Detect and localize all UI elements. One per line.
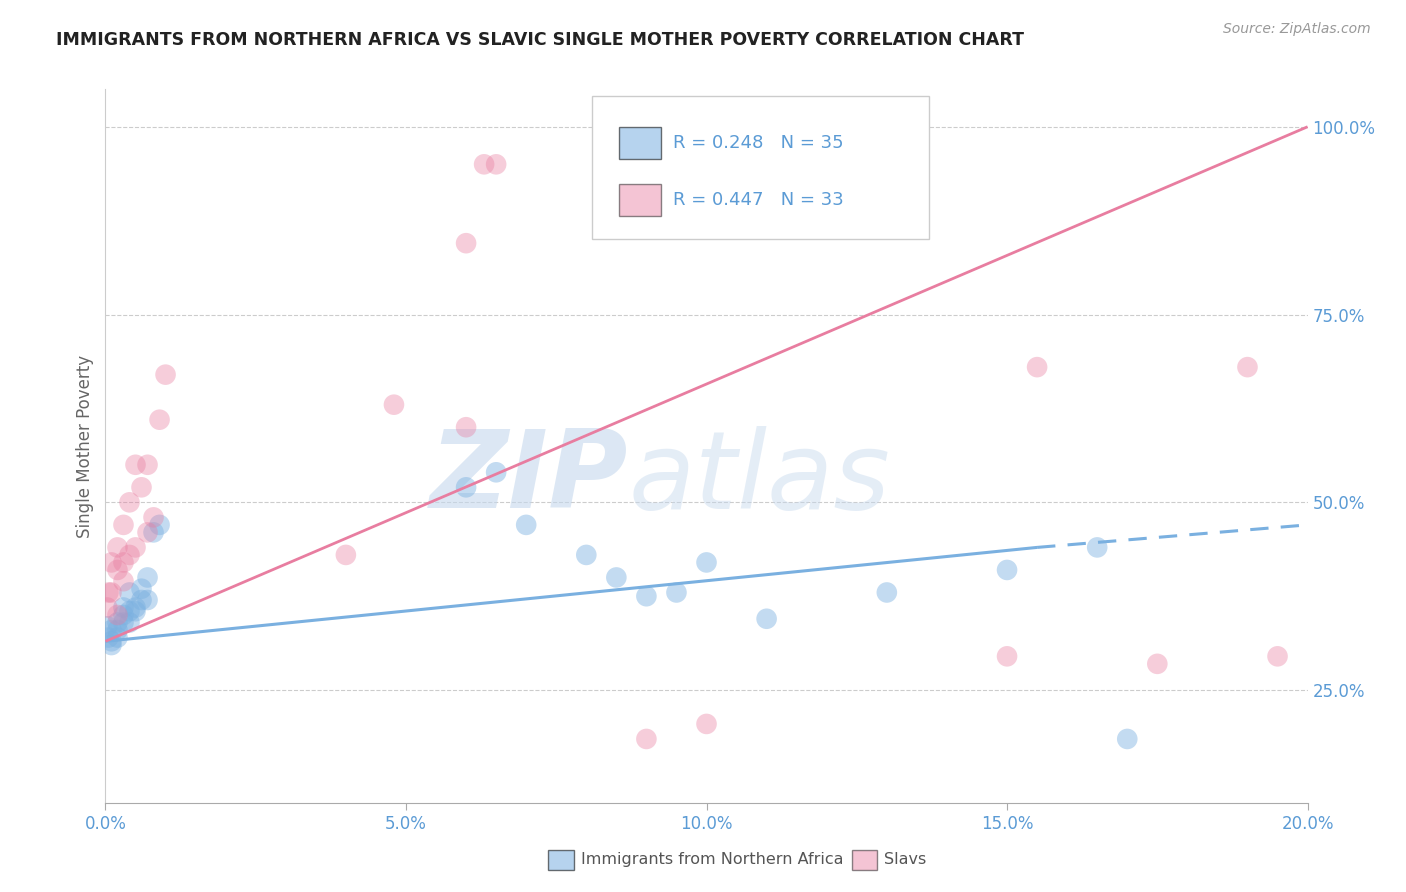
Point [636, 589, 658, 603]
Point [485, 157, 508, 171]
Point [100, 556, 122, 570]
Point [118, 585, 141, 599]
Point [124, 600, 146, 615]
Point [118, 548, 141, 562]
Text: R = 0.248   N = 35: R = 0.248 N = 35 [673, 134, 844, 152]
Point [100, 638, 122, 652]
Point [755, 612, 778, 626]
Point [1146, 657, 1168, 671]
Point [107, 607, 129, 622]
Point [335, 548, 357, 562]
Point [112, 517, 135, 532]
Point [1085, 541, 1108, 555]
Point [136, 570, 159, 584]
Point [575, 548, 598, 562]
Point [112, 600, 135, 615]
Point [696, 717, 718, 731]
Point [1267, 649, 1289, 664]
Point [136, 525, 159, 540]
Point [107, 541, 129, 555]
Point [118, 615, 141, 630]
Text: IMMIGRANTS FROM NORTHERN AFRICA VS SLAVIC SINGLE MOTHER POVERTY CORRELATION CHAR: IMMIGRANTS FROM NORTHERN AFRICA VS SLAVI… [56, 31, 1024, 49]
FancyBboxPatch shape [619, 127, 661, 159]
Point [454, 420, 477, 434]
Point [131, 480, 153, 494]
Point [876, 585, 898, 599]
Y-axis label: Single Mother Poverty: Single Mother Poverty [76, 354, 94, 538]
Point [136, 458, 159, 472]
Point [124, 604, 146, 618]
Point [112, 556, 135, 570]
Text: R = 0.447   N = 33: R = 0.447 N = 33 [673, 191, 844, 209]
Point [118, 604, 141, 618]
Text: ZIP: ZIP [430, 425, 628, 531]
Point [142, 510, 165, 524]
Point [100, 585, 122, 599]
Point [136, 593, 159, 607]
Point [995, 563, 1018, 577]
Point [472, 157, 495, 171]
Point [382, 398, 405, 412]
Point [142, 525, 165, 540]
Point [1026, 360, 1049, 375]
Point [96, 600, 118, 615]
Point [112, 607, 135, 622]
Point [454, 236, 477, 251]
Point [696, 556, 718, 570]
Point [155, 368, 177, 382]
Point [118, 495, 141, 509]
Point [97, 631, 120, 645]
Point [665, 585, 688, 599]
Point [124, 541, 146, 555]
Point [485, 465, 508, 479]
Text: atlas: atlas [628, 425, 890, 531]
Point [995, 649, 1018, 664]
Point [148, 413, 170, 427]
Point [107, 623, 129, 637]
Point [636, 731, 658, 746]
Point [100, 623, 122, 637]
Point [124, 458, 146, 472]
Point [148, 517, 170, 532]
Point [454, 480, 477, 494]
Point [107, 631, 129, 645]
Point [1236, 360, 1258, 375]
Point [515, 517, 537, 532]
Point [100, 634, 122, 648]
Point [107, 563, 129, 577]
Point [112, 574, 135, 589]
Point [107, 615, 129, 630]
Point [112, 615, 135, 630]
Point [131, 593, 153, 607]
Text: Immigrants from Northern Africa: Immigrants from Northern Africa [581, 853, 844, 867]
Point [96, 619, 118, 633]
Point [97, 585, 120, 599]
FancyBboxPatch shape [619, 184, 661, 216]
FancyBboxPatch shape [592, 96, 929, 239]
Text: Source: ZipAtlas.com: Source: ZipAtlas.com [1223, 22, 1371, 37]
Point [605, 570, 627, 584]
Point [131, 582, 153, 596]
Point [1116, 731, 1139, 746]
Text: Slavs: Slavs [884, 853, 927, 867]
